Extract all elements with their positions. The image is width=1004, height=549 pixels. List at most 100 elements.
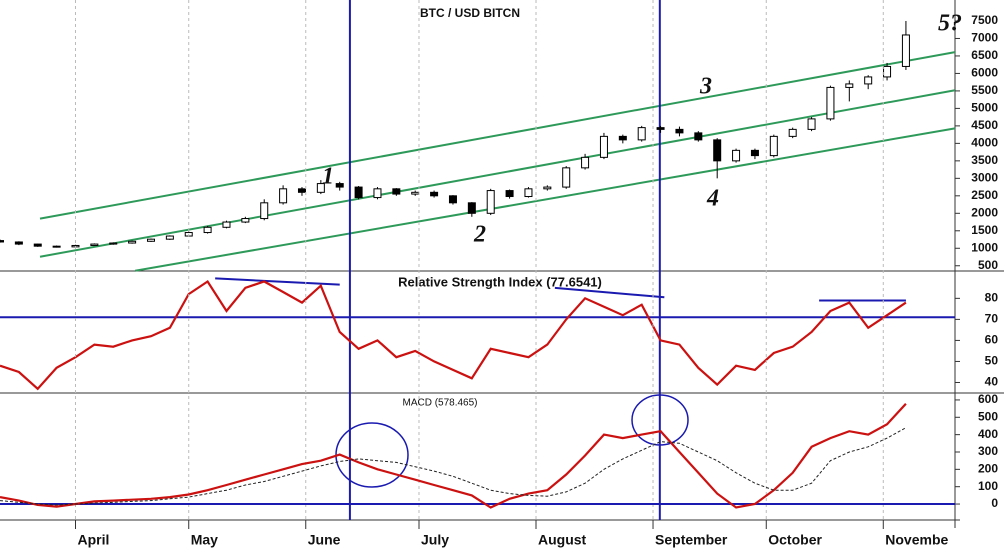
- candle-body: [260, 202, 269, 220]
- candle-body: [33, 243, 42, 247]
- trendline: [39, 51, 956, 220]
- wave-label: 1: [322, 164, 334, 190]
- candle-body: [543, 186, 552, 190]
- y-tick-label: 7000: [971, 31, 998, 45]
- candle-body: [279, 188, 288, 204]
- series-line: [0, 279, 907, 391]
- candle-body: [0, 240, 4, 243]
- wave-label: 5?: [938, 11, 962, 37]
- y-tick-label: 3000: [971, 171, 998, 185]
- x-tick-label: July: [421, 532, 449, 548]
- candle-body: [883, 65, 892, 78]
- y-tick-label: 500: [978, 258, 998, 272]
- y-tick-label: 2000: [971, 205, 998, 219]
- candle-body: [430, 191, 439, 197]
- candle-body: [675, 128, 684, 134]
- candle-body: [713, 139, 722, 162]
- candle-body: [222, 221, 231, 228]
- x-tick-label: April: [77, 532, 109, 548]
- candle-body: [562, 167, 571, 188]
- y-tick-label: 2500: [971, 188, 998, 202]
- candle-body: [505, 190, 514, 198]
- trendline: [134, 127, 956, 272]
- candle-body: [297, 188, 306, 193]
- y-tick-label: 400: [978, 427, 998, 441]
- candle-body: [807, 118, 816, 130]
- candle-body: [618, 135, 627, 141]
- x-tick-label: May: [191, 532, 218, 548]
- candle-body: [656, 127, 665, 130]
- y-tick-label: 4500: [971, 118, 998, 132]
- y-tick-label: 5500: [971, 83, 998, 97]
- y-tick-label: 500: [978, 409, 998, 423]
- y-tick-label: 6500: [971, 48, 998, 62]
- y-tick-label: 1500: [971, 223, 998, 237]
- candle-body: [864, 76, 873, 85]
- candle-body: [486, 190, 495, 214]
- candle-body: [750, 149, 759, 157]
- y-tick-label: 50: [985, 354, 999, 368]
- candle-body: [373, 188, 382, 199]
- candle-body: [524, 188, 533, 198]
- candle-body: [637, 127, 646, 141]
- x-tick-label: Novembe: [885, 532, 948, 548]
- y-tick-label: 300: [978, 444, 998, 458]
- pane-title: Relative Strength Index (77.6541): [398, 274, 602, 289]
- candle-body: [732, 149, 741, 162]
- candle-body: [467, 202, 476, 214]
- candle-body: [146, 238, 155, 242]
- trendline: [215, 277, 340, 286]
- candle-body: [411, 191, 420, 195]
- candle-body: [845, 83, 854, 88]
- candle-body: [316, 183, 325, 193]
- y-tick-label: 5000: [971, 101, 998, 115]
- candle-body: [165, 235, 174, 240]
- x-tick-label: October: [768, 532, 822, 548]
- y-tick-label: 40: [985, 375, 999, 389]
- y-tick-label: 4000: [971, 136, 998, 150]
- wave-label: 2: [473, 222, 486, 248]
- candle-body: [354, 186, 363, 199]
- x-tick-label: September: [655, 532, 728, 548]
- trendline: [554, 286, 665, 299]
- y-tick-label: 3500: [971, 153, 998, 167]
- candle-body: [769, 135, 778, 157]
- candle-body: [392, 188, 401, 195]
- candle-body: [448, 195, 457, 204]
- y-tick-label: 7500: [971, 13, 998, 27]
- candle-body: [335, 183, 344, 188]
- y-tick-label: 600: [978, 392, 998, 406]
- y-tick-label: 6000: [971, 66, 998, 80]
- candle-body: [826, 86, 835, 120]
- y-tick-label: 200: [978, 462, 998, 476]
- candle-body: [52, 245, 61, 248]
- candle-body: [14, 241, 23, 245]
- pane-title: BTC / USD BITCN: [420, 6, 520, 20]
- x-tick-label: June: [308, 532, 341, 548]
- candle-body: [788, 128, 797, 137]
- candle-body: [694, 132, 703, 141]
- candle-body: [901, 34, 910, 67]
- x-tick-label: August: [538, 532, 587, 548]
- wave-label: 3: [699, 74, 712, 100]
- candle-body: [241, 218, 250, 223]
- candle-body: [109, 242, 118, 245]
- y-tick-label: 80: [985, 291, 999, 305]
- trendline: [39, 89, 956, 258]
- candle-body: [599, 135, 608, 158]
- wave-label: 4: [706, 186, 719, 212]
- candle-body: [203, 226, 212, 234]
- candle-body: [128, 240, 137, 244]
- y-tick-label: 70: [985, 312, 999, 326]
- candle-body: [581, 156, 590, 169]
- y-tick-label: 1000: [971, 240, 998, 254]
- pane-title: MACD (578.465): [402, 398, 477, 409]
- y-tick-label: 100: [978, 479, 998, 493]
- series-line: [0, 427, 907, 506]
- y-tick-label: 0: [991, 496, 998, 510]
- candle-body: [90, 243, 99, 246]
- y-tick-label: 60: [985, 333, 999, 347]
- series-line: [0, 402, 907, 509]
